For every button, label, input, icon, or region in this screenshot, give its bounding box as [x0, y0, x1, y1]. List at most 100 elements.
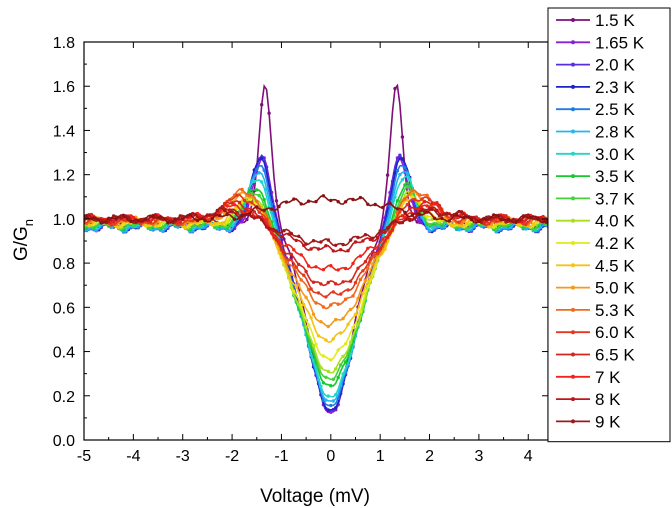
legend-marker: [571, 107, 575, 112]
data-point: [260, 103, 264, 107]
data-point: [343, 297, 348, 301]
legend-entry: 3.7 K: [556, 189, 635, 208]
data-point: [427, 198, 432, 202]
data-point: [292, 197, 296, 201]
data-point: [371, 262, 375, 266]
data-point: [242, 198, 247, 203]
legend-marker: [571, 40, 575, 45]
data-point: [358, 195, 363, 200]
data-point: [284, 200, 289, 204]
data-point: [494, 227, 498, 231]
data-point: [311, 312, 316, 316]
data-point: [400, 220, 405, 225]
legend-marker: [571, 84, 575, 89]
data-point: [511, 217, 516, 222]
data-point: [198, 224, 202, 228]
data-point: [220, 224, 224, 228]
data-point: [516, 223, 521, 227]
data-point: [455, 215, 459, 220]
data-point: [339, 363, 343, 367]
data-point: [334, 317, 338, 322]
legend-entry: 5.3 K: [556, 301, 635, 320]
data-point: [376, 252, 380, 256]
data-point: [109, 223, 113, 227]
data-point: [371, 236, 375, 240]
data-point: [395, 207, 400, 211]
data-point: [166, 220, 170, 225]
y-tick-label: 0.8: [53, 256, 75, 273]
data-point: [378, 229, 382, 233]
data-point: [351, 294, 355, 298]
data-point: [408, 206, 412, 211]
legend-entry: 2.0 K: [556, 56, 635, 75]
data-point: [107, 216, 111, 220]
data-point: [269, 207, 274, 211]
legend-marker: [571, 419, 575, 424]
legend-label: 5.0 K: [595, 279, 635, 298]
data-point: [385, 173, 390, 177]
legend-marker: [571, 263, 575, 268]
data-point: [129, 219, 133, 224]
data-point: [153, 224, 158, 228]
data-point: [255, 188, 259, 192]
data-point: [314, 301, 318, 305]
data-point: [227, 198, 232, 202]
data-point: [326, 280, 330, 285]
data-point: [334, 406, 338, 410]
data-point: [366, 202, 370, 206]
data-point: [380, 205, 385, 210]
legend-entry: 1.5 K: [556, 11, 635, 30]
data-point: [383, 247, 387, 251]
data-point: [343, 342, 348, 346]
legend-marker: [571, 151, 575, 156]
data-point: [376, 257, 380, 261]
data-point: [521, 220, 525, 224]
data-point: [183, 219, 187, 223]
data-point: [400, 214, 405, 218]
data-point: [136, 218, 140, 223]
data-point: [432, 202, 437, 206]
data-point: [403, 197, 407, 201]
data-point: [190, 219, 195, 223]
data-point: [353, 312, 358, 317]
data-point: [435, 225, 439, 229]
data-point: [262, 168, 266, 172]
data-point: [195, 218, 200, 223]
data-point: [144, 217, 148, 221]
data-point: [388, 230, 392, 235]
data-point: [240, 220, 244, 224]
data-point: [321, 398, 326, 402]
data-point: [87, 227, 91, 231]
data-point: [531, 222, 535, 226]
legend-entry: 6.5 K: [556, 346, 635, 365]
data-point: [543, 219, 548, 223]
legend-entry: 2.3 K: [556, 78, 635, 97]
data-point: [398, 172, 402, 177]
data-point: [232, 217, 237, 221]
data-point: [442, 225, 446, 229]
data-point: [255, 167, 259, 171]
data-point: [506, 217, 511, 222]
data-point: [356, 296, 360, 301]
data-point: [294, 285, 298, 289]
data-point: [161, 225, 165, 229]
data-point: [361, 291, 365, 295]
series-line: [84, 207, 548, 247]
data-point: [334, 243, 338, 247]
data-point: [306, 199, 311, 203]
x-tick-label: 4: [524, 448, 533, 465]
data-point: [173, 217, 177, 221]
legend-label: 2.0 K: [595, 56, 635, 75]
y-axis-label-main: G/G: [11, 226, 32, 261]
data-point: [494, 219, 498, 224]
data-point: [368, 257, 372, 261]
data-point: [457, 220, 461, 224]
data-point: [348, 340, 353, 344]
data-point: [153, 219, 158, 223]
data-point: [294, 265, 298, 269]
data-point: [405, 202, 409, 207]
data-point: [326, 324, 330, 329]
data-point: [299, 278, 303, 282]
data-point: [297, 234, 301, 238]
